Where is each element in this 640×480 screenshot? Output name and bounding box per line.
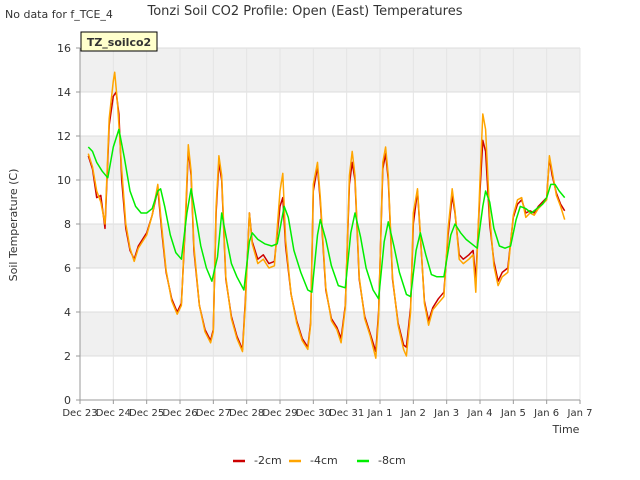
x-tick-label: Dec 29 bbox=[262, 408, 297, 419]
x-tick-label: Dec 30 bbox=[296, 408, 331, 419]
y-tick-label: 14 bbox=[57, 86, 71, 99]
y-tick-label: 8 bbox=[64, 218, 71, 231]
background-band bbox=[80, 312, 580, 356]
series-line-4cmcm bbox=[87, 71, 566, 359]
x-tick-label: Dec 28 bbox=[229, 408, 264, 419]
x-tick-label: Dec 27 bbox=[196, 408, 231, 419]
x-tick-label: Jan 1 bbox=[367, 408, 393, 419]
x-tick-label: Jan 6 bbox=[533, 408, 559, 419]
no-data-note: No data for f_TCE_4 bbox=[5, 8, 113, 21]
x-tick-label: Dec 26 bbox=[162, 408, 197, 419]
x-tick-label: Jan 3 bbox=[433, 408, 459, 419]
chart-title: Tonzi Soil CO2 Profile: Open (East) Temp… bbox=[146, 4, 462, 19]
legend-label: -8cm bbox=[378, 454, 406, 467]
x-tick-label: Jan 4 bbox=[467, 408, 493, 419]
background-band bbox=[80, 136, 580, 180]
series-layer bbox=[87, 71, 566, 359]
x-tick-label: Dec 23 bbox=[62, 408, 97, 419]
x-tick-label: Jan 7 bbox=[567, 408, 593, 419]
background-band bbox=[80, 48, 580, 92]
x-tick-label: Dec 31 bbox=[329, 408, 364, 419]
x-axis-label: Time bbox=[552, 423, 580, 436]
site-tag-box bbox=[80, 31, 158, 52]
y-tick-label: 10 bbox=[57, 174, 71, 187]
y-tick-label: 12 bbox=[57, 130, 71, 143]
legend-label: -2cm bbox=[254, 454, 282, 467]
legend: -2cm -4cm -8cm bbox=[233, 454, 406, 467]
legend-label: -4cm bbox=[310, 454, 338, 467]
x-tick-label: Jan 2 bbox=[400, 408, 426, 419]
y-axis-label: Soil Temperature (C) bbox=[7, 169, 20, 282]
site-tag-text: TZ_soilco2 bbox=[87, 36, 151, 49]
x-tick-label: Jan 5 bbox=[500, 408, 526, 419]
series-line-8cmcm bbox=[87, 128, 566, 300]
y-tick-label: 0 bbox=[64, 394, 71, 407]
x-tick-label: Dec 25 bbox=[129, 408, 164, 419]
y-tick-label: 4 bbox=[64, 306, 71, 319]
y-tick-label: 6 bbox=[64, 262, 71, 275]
y-tick-label: 16 bbox=[57, 42, 71, 55]
y-tick-label: 2 bbox=[64, 350, 71, 363]
site-tag-label: TZ_soilco2 bbox=[80, 31, 158, 52]
x-tick-label: Dec 24 bbox=[96, 408, 131, 419]
